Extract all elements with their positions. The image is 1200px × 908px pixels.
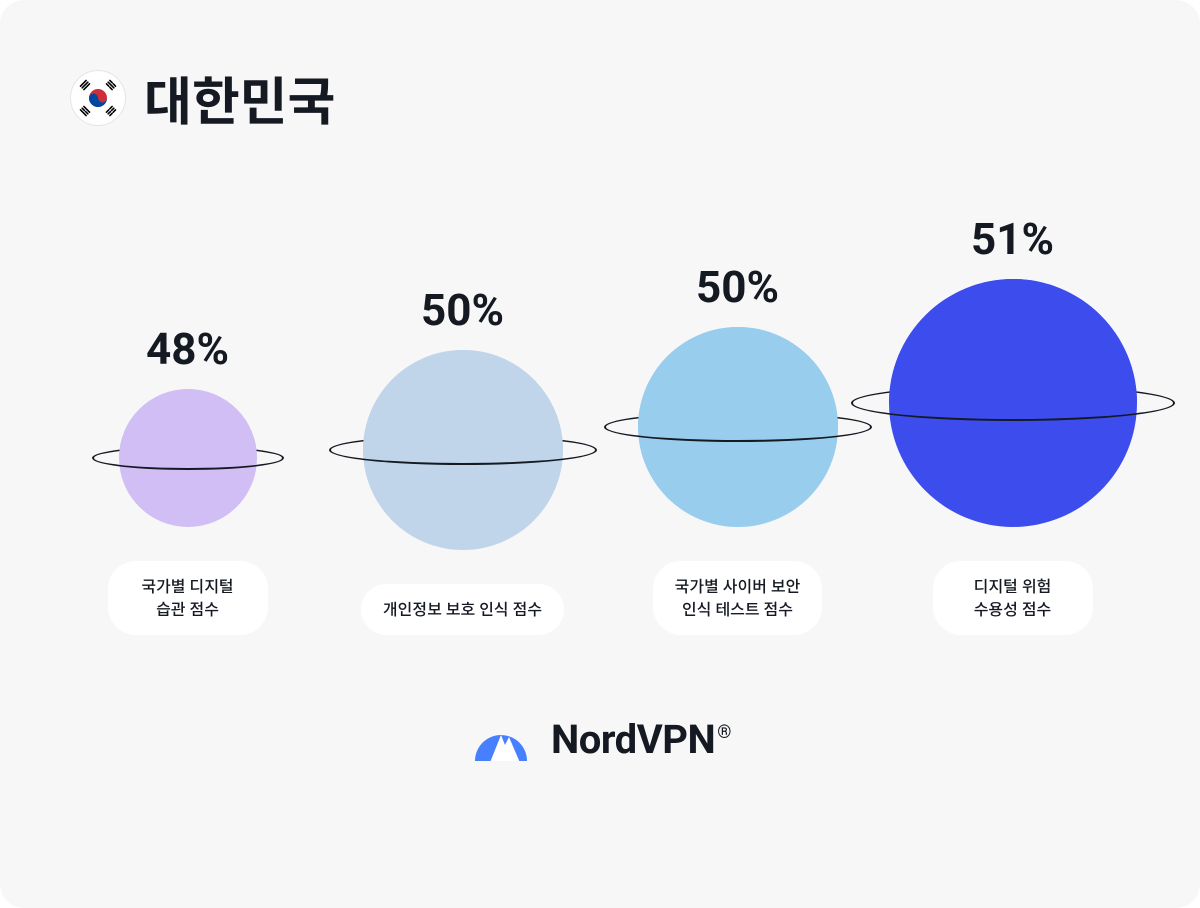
percent-label: 50% bbox=[696, 261, 779, 313]
header: 대한민국 bbox=[70, 60, 1150, 135]
caption-badge: 국가별 디지털 습관 점수 bbox=[108, 561, 268, 635]
planet-graphic bbox=[119, 389, 257, 527]
planet-mask bbox=[363, 350, 563, 450]
planet-item: 50% 개인정보 보호 인식 점수 bbox=[335, 284, 590, 635]
brand-text: NordVPN bbox=[551, 716, 715, 763]
planet-item: 51% 디지털 위험 수용성 점수 bbox=[885, 213, 1140, 635]
percent-label: 50% bbox=[421, 284, 504, 336]
caption-badge: 개인정보 보호 인식 점수 bbox=[361, 584, 564, 635]
planet-mask bbox=[889, 279, 1137, 403]
nordvpn-logo-icon bbox=[469, 705, 533, 773]
planet-graphic bbox=[638, 327, 838, 527]
planet-graphic bbox=[889, 279, 1137, 527]
planet-mask bbox=[119, 389, 257, 458]
korea-flag-icon bbox=[70, 70, 126, 126]
caption-badge: 디지털 위험 수용성 점수 bbox=[933, 561, 1093, 635]
percent-label: 51% bbox=[971, 213, 1054, 265]
planet-item: 48% 국가별 디지털 습관 점수 bbox=[60, 323, 315, 635]
country-title: 대한민국 bbox=[144, 60, 335, 135]
caption-badge: 국가별 사이버 보안 인식 테스트 점수 bbox=[653, 561, 823, 635]
registered-mark: ® bbox=[717, 722, 731, 743]
planet-mask bbox=[638, 327, 838, 427]
planets-row: 48% 국가별 디지털 습관 점수 50% 개인정보 보호 인식 점수 50% 국가별 사… bbox=[50, 215, 1150, 635]
planet-item: 50% 국가별 사이버 보안 인식 테스트 점수 bbox=[610, 261, 865, 635]
percent-label: 48% bbox=[146, 323, 229, 375]
planet-graphic bbox=[363, 350, 563, 550]
brand-name: NordVPN® bbox=[551, 716, 731, 763]
infographic-card: 대한민국 48%국가별 디지털 습관 점수50%개인정보 보호 인식 점수50%… bbox=[0, 0, 1200, 908]
brand-logo: NordVPN® bbox=[50, 705, 1150, 773]
